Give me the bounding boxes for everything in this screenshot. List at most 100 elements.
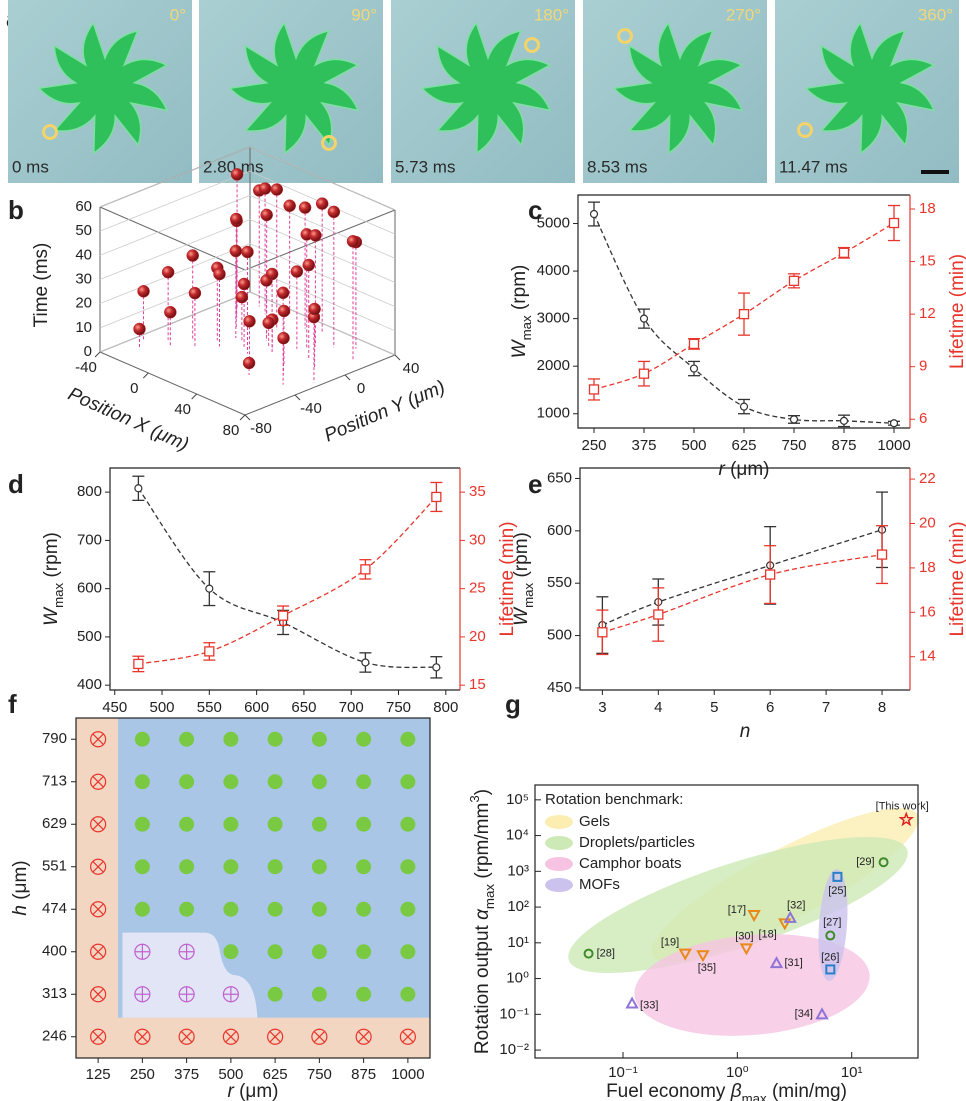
axis-label-part: (μm) (725, 459, 770, 480)
marker (889, 419, 899, 428)
x-axis-label: Position X (μm) (65, 384, 192, 456)
marker-dot (134, 816, 150, 832)
rotor (804, 21, 936, 155)
grid-line (99, 194, 396, 259)
marker-dot (267, 986, 283, 1002)
x-tick-label: 3 (598, 699, 606, 716)
phase-point (267, 986, 283, 1002)
region-failed (76, 718, 430, 1058)
marker-dot (179, 859, 195, 875)
point-label: [28] (597, 947, 615, 959)
point-label: [27] (823, 916, 841, 928)
y-tick (294, 394, 301, 401)
marker-stroke (225, 1031, 237, 1043)
marker (361, 658, 370, 667)
img-angle: 360° (918, 5, 953, 24)
x-tick-label: 10⁰ (726, 1064, 749, 1081)
marker (688, 338, 700, 350)
marker (888, 217, 900, 229)
y-tick-label: 400 (42, 943, 67, 960)
legend-label: Droplets/particles (579, 834, 695, 851)
marker-dot (223, 944, 239, 960)
x-tick-label: 500 (681, 437, 706, 454)
marker-dot (400, 731, 416, 747)
marker-ring (90, 943, 107, 960)
marker (739, 402, 749, 411)
marker-dot (223, 816, 239, 832)
phase-point (267, 731, 283, 747)
y-tick-label: 313 (42, 985, 67, 1002)
y-axis-label: Position Y (μm) (321, 377, 448, 447)
marker-stroke (136, 1031, 149, 1043)
marker-dot (267, 944, 283, 960)
y-tick-label: 246 (42, 1028, 67, 1045)
phase-point (222, 1028, 239, 1045)
axis-label: Wmax (rpm) (511, 532, 536, 626)
img-time: 5.73 ms (395, 157, 455, 176)
x-tick (142, 372, 149, 379)
point (270, 183, 283, 196)
x-tick-label: 700 (339, 699, 364, 716)
phase-point (400, 901, 416, 917)
y-tick-label: 450 (547, 679, 572, 696)
region-ellipse (568, 837, 908, 973)
axis-label-part: W (509, 338, 530, 358)
image-frame: 0° 0 ms (8, 0, 192, 183)
phase-point (400, 774, 416, 790)
point (298, 201, 312, 214)
point (346, 235, 360, 248)
axis-label: r (μm) (718, 459, 769, 480)
x-tick-label: 1000 (391, 1066, 424, 1083)
marker (765, 569, 776, 580)
marker-dot (179, 901, 195, 917)
marker (589, 209, 599, 219)
phase-point (400, 859, 416, 875)
marker (783, 910, 797, 923)
marker-stroke (92, 988, 104, 1000)
legend-swatch (545, 815, 573, 829)
z-tick-label: 10 (75, 319, 92, 336)
marker-dot (356, 859, 372, 875)
marker-stroke (92, 1031, 104, 1043)
marker-ring (355, 1028, 372, 1045)
axis-frame (579, 467, 910, 691)
phase-point (356, 901, 372, 917)
axis-label-part: Fuel economy (606, 1081, 731, 1101)
marker (360, 564, 371, 575)
point (237, 277, 251, 291)
phase-point (134, 943, 151, 960)
point (243, 315, 256, 328)
img-time: 0 ms (12, 157, 49, 176)
highlight-marker (898, 811, 915, 827)
phase-point (134, 731, 150, 747)
marker-dot (311, 816, 327, 832)
axis-label-part: n (740, 721, 751, 742)
point-label: [29] (856, 856, 874, 868)
phase-point (267, 816, 283, 832)
x-tick-label: 8 (878, 699, 886, 716)
legend-swatch (545, 857, 573, 871)
marker-dot (356, 731, 372, 747)
axis-label-part: r (718, 459, 725, 480)
phase-point (356, 774, 372, 790)
x-tick-label: 7 (822, 699, 830, 716)
marker-ring (222, 1028, 239, 1045)
marker-dot (267, 774, 283, 790)
y-tick-label: 600 (77, 580, 102, 597)
x-tick-label: 750 (386, 699, 411, 716)
marker-dot (400, 944, 416, 960)
y-tick-label: -40 (300, 400, 322, 417)
rotor (420, 21, 552, 155)
marker-dot (267, 731, 283, 747)
marker (738, 308, 750, 320)
axis-label: Lifetime (min) (947, 521, 966, 636)
panel-label: f (8, 689, 17, 719)
axis-label-part: max (482, 884, 497, 909)
phase-point (90, 731, 107, 748)
phase-point (90, 1028, 107, 1045)
point (164, 305, 177, 319)
marker-dot (400, 774, 416, 790)
y-tick-label: 10⁰ (506, 970, 529, 987)
tracking-ring (797, 122, 813, 138)
